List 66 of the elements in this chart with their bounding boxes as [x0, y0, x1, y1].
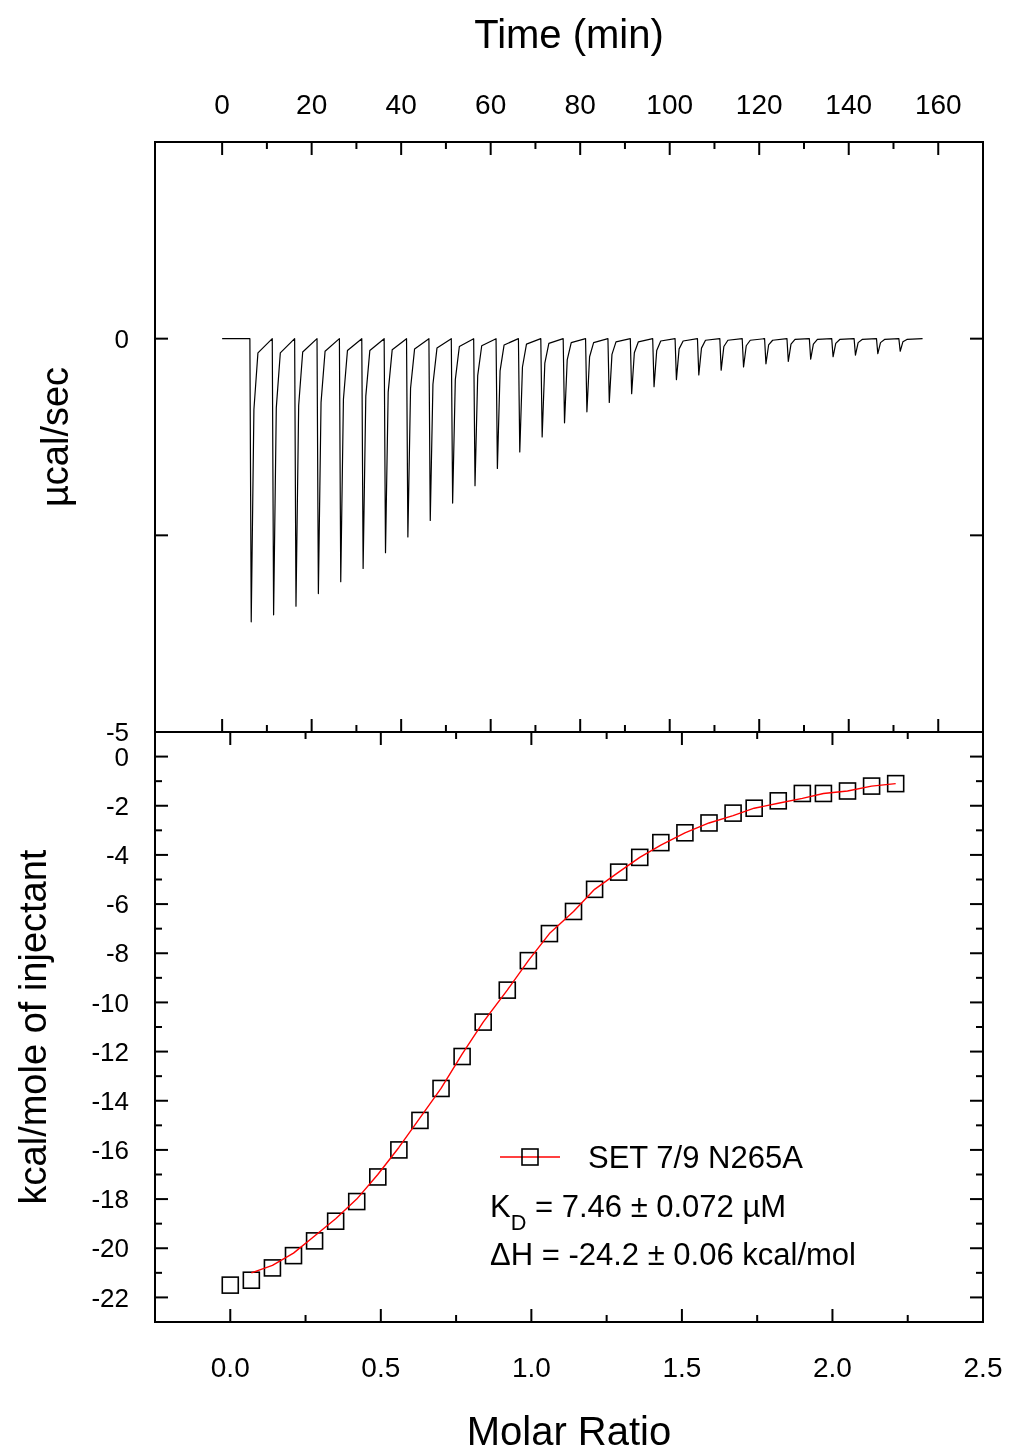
annotation: K$_{D}$ = 7.46 ± 0.072 µM [490, 1188, 787, 1235]
y-tick-label: -6 [105, 889, 129, 920]
x-tick-label: 80 [564, 89, 596, 120]
point [242, 1271, 261, 1290]
point [390, 1141, 408, 1159]
x-tick-label: 160 [914, 89, 962, 120]
point [564, 902, 583, 921]
legend-label: SET 7/9 N265A [588, 1139, 804, 1175]
y-tick-label: -12 [91, 1036, 129, 1067]
x-axis-title: Molar Ratio [466, 1409, 672, 1453]
point [221, 1276, 240, 1294]
x-tick-label: 140 [825, 89, 873, 120]
point [519, 951, 538, 970]
point [369, 1168, 387, 1186]
point [769, 792, 788, 810]
y-tick-label: -22 [91, 1282, 129, 1313]
y-tick-label: -18 [91, 1184, 129, 1215]
x-tick-label: 0.0 [210, 1352, 250, 1383]
y-tick-label: -2 [105, 790, 129, 821]
point [630, 848, 649, 867]
point [498, 981, 517, 999]
y-axis-title: kcal/mole of injectant [12, 849, 54, 1205]
y-tick-label: -20 [91, 1233, 129, 1264]
point [793, 784, 812, 803]
point [453, 1047, 471, 1066]
x-tick-label: 100 [646, 89, 694, 120]
point [609, 863, 628, 881]
x-axis-title: Time (min) [474, 12, 664, 56]
y-tick-label: -10 [91, 987, 129, 1018]
x-tick-label: 2.0 [812, 1352, 852, 1383]
y-tick-label: -16 [91, 1135, 129, 1166]
point [886, 774, 905, 793]
x-tick-label: 0.5 [361, 1352, 401, 1383]
point [745, 799, 763, 818]
point [540, 924, 559, 943]
point [326, 1212, 345, 1231]
point [700, 814, 718, 832]
point [305, 1232, 324, 1250]
point [585, 880, 604, 899]
x-tick-label: 1.5 [662, 1352, 702, 1383]
y-tick-label: 0 [114, 323, 129, 354]
point [676, 823, 694, 842]
point [862, 777, 881, 795]
point [263, 1259, 282, 1277]
point [411, 1111, 429, 1130]
x-tick-label: 2.5 [963, 1352, 1003, 1383]
point [814, 784, 833, 803]
line-series [221, 338, 924, 623]
x-tick-label: 20 [296, 89, 328, 120]
point [838, 782, 857, 800]
annotation: ΔH = -24.2 ± 0.06 kcal/mol [490, 1236, 856, 1272]
point [432, 1079, 450, 1098]
point [347, 1192, 366, 1211]
x-tick-label: 1.0 [511, 1352, 551, 1383]
x-tick-label: 0 [214, 89, 230, 120]
y-tick-label: -14 [91, 1085, 129, 1116]
x-tick-label: 120 [735, 89, 783, 120]
point [284, 1246, 303, 1265]
point [474, 1013, 492, 1031]
y-axis-title: µcal/sec [34, 366, 76, 508]
point [724, 804, 742, 822]
point [652, 833, 670, 852]
y-tick-label: -4 [105, 840, 129, 871]
x-tick-label: 60 [475, 89, 507, 120]
y-tick-label: -8 [105, 938, 129, 969]
x-tick-label: 40 [385, 89, 417, 120]
